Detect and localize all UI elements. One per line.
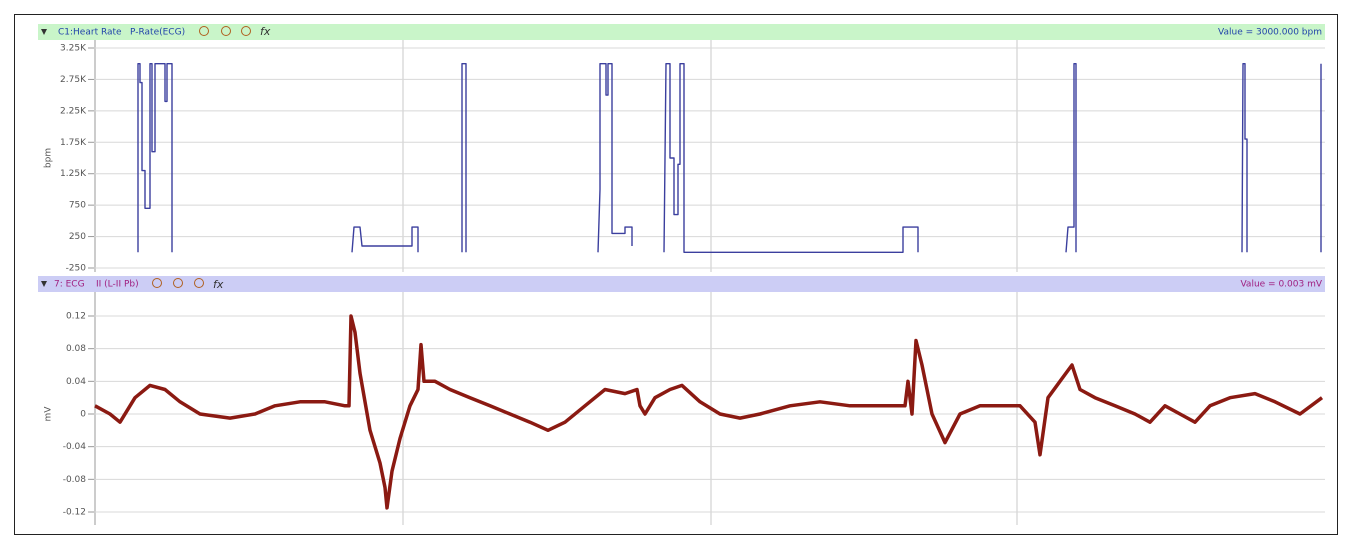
channel-name[interactable]: 7: ECG <box>54 280 85 290</box>
y-tick-label: 0 <box>80 410 86 420</box>
y-axis-label: mV <box>44 406 54 422</box>
y-tick-label: -250 <box>66 264 87 274</box>
zoom-out[interactable] <box>173 278 183 288</box>
y-tick-label: 1.75K <box>60 138 87 148</box>
zoom-fit[interactable] <box>241 26 251 36</box>
frame <box>14 14 1338 535</box>
y-tick-label: 0.12 <box>66 312 86 322</box>
zoom-icons <box>152 278 204 288</box>
channel-name[interactable]: C1:Heart Rate <box>58 28 122 38</box>
y-tick-label: 2.25K <box>60 106 87 116</box>
cursor-value: Value = 0.003 mV <box>1240 280 1322 290</box>
channel-header <box>38 276 1325 292</box>
trace <box>94 314 1324 510</box>
collapse-icon[interactable] <box>41 29 47 35</box>
y-axis-label: bpm <box>44 148 54 168</box>
y-tick-label: -0.12 <box>63 508 86 518</box>
y-tick-label: 3.25K <box>60 44 87 54</box>
y-tick-label: 250 <box>69 232 86 242</box>
zoom-fit[interactable] <box>194 278 204 288</box>
y-tick-label: -0.08 <box>63 475 87 485</box>
y-tick-label: -0.04 <box>63 442 87 452</box>
y-tick-label: 2.75K <box>60 75 87 85</box>
channel-source[interactable]: II (L-II Pb) <box>96 280 139 290</box>
time-grid <box>402 40 1018 525</box>
zoom-icons <box>199 26 251 36</box>
zoom-out[interactable] <box>221 26 231 36</box>
trace <box>137 63 1322 253</box>
cursor-value: Value = 3000.000 bpm <box>1218 28 1322 38</box>
y-tick-label: 1.25K <box>60 169 87 179</box>
y-tick-label: 750 <box>69 201 86 211</box>
channel-header <box>38 24 1325 40</box>
channel-source[interactable]: P-Rate(ECG) <box>130 28 185 38</box>
collapse-icon[interactable] <box>41 281 47 287</box>
zoom-in[interactable] <box>152 278 162 288</box>
y-tick-label: 0.04 <box>66 377 86 387</box>
zoom-in[interactable] <box>199 26 209 36</box>
function-button[interactable]: fx <box>213 278 224 291</box>
function-button[interactable]: fx <box>260 25 271 38</box>
y-tick-label: 0.08 <box>66 344 86 354</box>
